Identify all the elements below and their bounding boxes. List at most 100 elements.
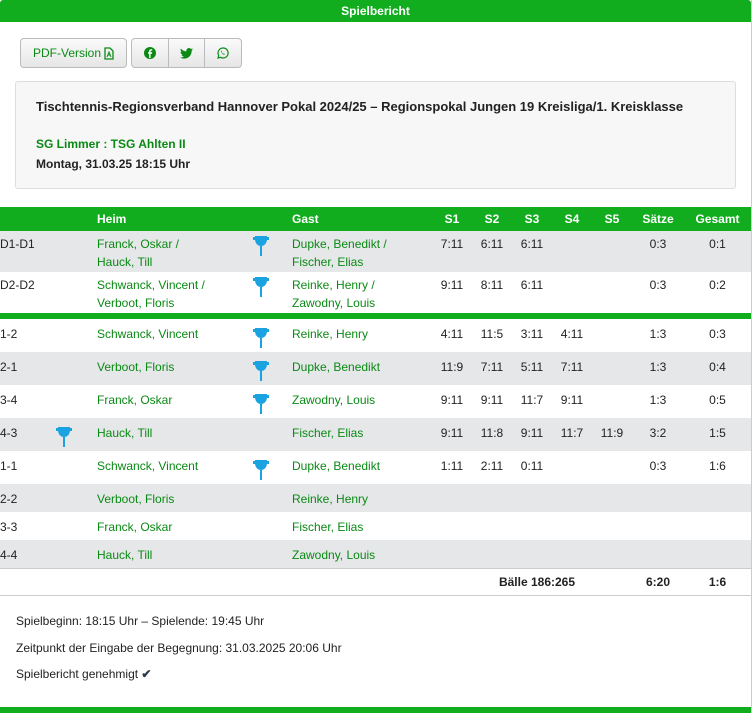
match-number: 4-4 <box>0 540 55 569</box>
home-player[interactable]: Schwanck, Vincent <box>97 327 199 341</box>
guest-player[interactable]: Zawodny, Louis <box>292 540 432 569</box>
singles-row: 4-4 Hauck, Till Zawodny, Louis <box>0 540 751 569</box>
home-winner-cell <box>55 451 97 484</box>
set-score-5: 11:9 <box>592 418 632 451</box>
col-saetze: Sätze <box>632 207 684 231</box>
guest-player[interactable]: Fischer, Elias <box>292 255 364 269</box>
running-total: 1:5 <box>684 418 751 451</box>
set-score-3 <box>512 512 552 540</box>
results-table: Heim Gast S1 S2 S3 S4 S5 Sätze Gesamt D1… <box>0 207 751 596</box>
singles-row: 2-1 Verboot, Floris Dupke, Benedikt 11:9 7:1… <box>0 352 751 385</box>
guest-player[interactable]: Zawodny, Louis <box>292 393 376 407</box>
whatsapp-icon <box>217 47 229 59</box>
guest-player[interactable]: Dupke, Benedikt <box>292 352 432 385</box>
set-score-2: 8:11 <box>480 278 504 292</box>
share-facebook-button[interactable] <box>132 39 169 67</box>
home-player[interactable]: Schwanck, Vincent / <box>97 278 205 292</box>
guest-player[interactable]: Fischer, Elias <box>292 520 364 534</box>
set-score-4: 4:11 <box>560 327 584 341</box>
home-winner-cell <box>55 540 97 569</box>
home-player[interactable]: Verboot, Floris <box>97 296 175 310</box>
home-player[interactable]: Schwanck, Vincent <box>97 459 199 473</box>
guest-player[interactable]: Reinke, Henry <box>292 327 369 341</box>
set-score-4 <box>552 484 592 512</box>
sets-result <box>632 512 684 540</box>
set-score-3: 0:11 <box>520 459 544 473</box>
col-guest-trophy <box>252 207 292 231</box>
set-score-1: 9:11 <box>440 278 464 292</box>
home-player[interactable]: Franck, Oskar / <box>97 237 180 251</box>
home-player[interactable]: Franck, Oskar <box>97 393 173 407</box>
set-score-5 <box>592 352 632 385</box>
twitter-icon <box>180 47 193 59</box>
guest-winner-cell <box>252 484 292 512</box>
set-score-3: 11:7 <box>520 393 544 407</box>
set-score-4 <box>552 540 592 569</box>
set-score-2: 7:11 <box>472 352 512 385</box>
set-score-3: 5:11 <box>512 352 552 385</box>
col-s1: S1 <box>432 207 472 231</box>
trophy-icon <box>253 236 269 256</box>
guest-player[interactable]: Zawodny, Louis <box>292 296 376 310</box>
set-score-3 <box>512 484 552 512</box>
match-teams[interactable]: SG Limmer : TSG Ahlten II <box>36 137 186 151</box>
home-player[interactable]: Hauck, Till <box>97 418 252 451</box>
home-winner-cell <box>55 352 97 385</box>
set-score-2 <box>472 540 512 569</box>
home-player[interactable]: Verboot, Floris <box>97 352 252 385</box>
home-player[interactable]: Hauck, Till <box>97 540 252 569</box>
sets-result <box>632 540 684 569</box>
match-number: D1-D1 <box>0 231 55 272</box>
pdf-version-label: PDF-Version <box>32 46 102 60</box>
singles-row: 1-2 Schwanck, Vincent Reinke, Henry 4:11 11:… <box>0 319 751 352</box>
singles-row: 3-3 Franck, Oskar Fischer, Elias <box>0 512 751 540</box>
pdf-version-button[interactable]: PDF-Version <box>20 38 127 68</box>
col-home-trophy <box>55 207 97 231</box>
share-whatsapp-button[interactable] <box>205 39 241 67</box>
sets-result: 1:3 <box>632 352 684 385</box>
guest-player[interactable]: Reinke, Henry <box>292 484 432 512</box>
doubles-row: D1-D1 Franck, Oskar / Hauck, Till Dupke, Be… <box>0 231 751 272</box>
set-score-1 <box>432 512 472 540</box>
col-s5: S5 <box>592 207 632 231</box>
match-times: Spielbeginn: 18:15 Uhr – Spielende: 19:4… <box>16 614 265 628</box>
running-total: 0:4 <box>684 352 751 385</box>
set-score-3 <box>512 540 552 569</box>
set-score-4 <box>552 451 592 484</box>
trophy-icon <box>56 427 72 447</box>
match-number: 1-1 <box>0 459 18 473</box>
guest-player[interactable]: Dupke, Benedikt <box>292 459 381 473</box>
match-number: 3-4 <box>0 393 18 407</box>
checkmark-icon: ✔ <box>141 667 152 681</box>
set-score-5 <box>592 385 632 418</box>
home-player[interactable]: Franck, Oskar <box>97 520 173 534</box>
match-number: D2-D2 <box>0 278 35 292</box>
match-number: 4-3 <box>0 418 55 451</box>
guest-winner-cell <box>252 272 292 313</box>
guest-player[interactable]: Dupke, Benedikt / <box>292 237 387 251</box>
guest-player[interactable]: Fischer, Elias <box>292 418 432 451</box>
set-score-5 <box>592 540 632 569</box>
share-twitter-button[interactable] <box>169 39 206 67</box>
home-player[interactable]: Hauck, Till <box>97 255 153 269</box>
set-score-1: 9:11 <box>432 418 472 451</box>
match-number: 1-2 <box>0 327 18 341</box>
guest-players: Dupke, Benedikt / Fischer, Elias <box>292 231 432 272</box>
guest-winner-cell <box>252 540 292 569</box>
set-score-1: 1:11 <box>440 459 464 473</box>
home-winner-cell <box>55 272 97 313</box>
guest-winner-cell <box>252 319 292 352</box>
match-number: 2-2 <box>0 484 55 512</box>
trophy-icon <box>253 460 269 480</box>
set-score-2: 6:11 <box>472 231 512 272</box>
guest-player[interactable]: Reinke, Henry / <box>292 278 375 292</box>
singles-row: 3-4 Franck, Oskar Zawodny, Louis 9:11 9:11 11… <box>0 385 751 418</box>
set-score-5 <box>592 319 632 352</box>
guest-winner-cell <box>252 451 292 484</box>
col-gast: Gast <box>292 207 432 231</box>
running-total: 1:6 <box>709 459 726 473</box>
sets-result: 3:2 <box>632 418 684 451</box>
sets-result: 0:3 <box>632 231 684 272</box>
home-player[interactable]: Verboot, Floris <box>97 484 252 512</box>
running-total: 0:5 <box>709 393 726 407</box>
